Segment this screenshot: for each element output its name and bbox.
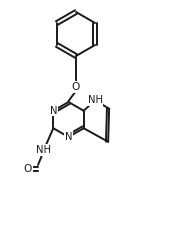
- Text: NH: NH: [88, 95, 103, 105]
- Text: O: O: [72, 82, 80, 92]
- Text: O: O: [24, 164, 32, 174]
- Text: NH: NH: [36, 145, 51, 155]
- Text: N: N: [50, 106, 57, 116]
- Text: N: N: [65, 132, 72, 142]
